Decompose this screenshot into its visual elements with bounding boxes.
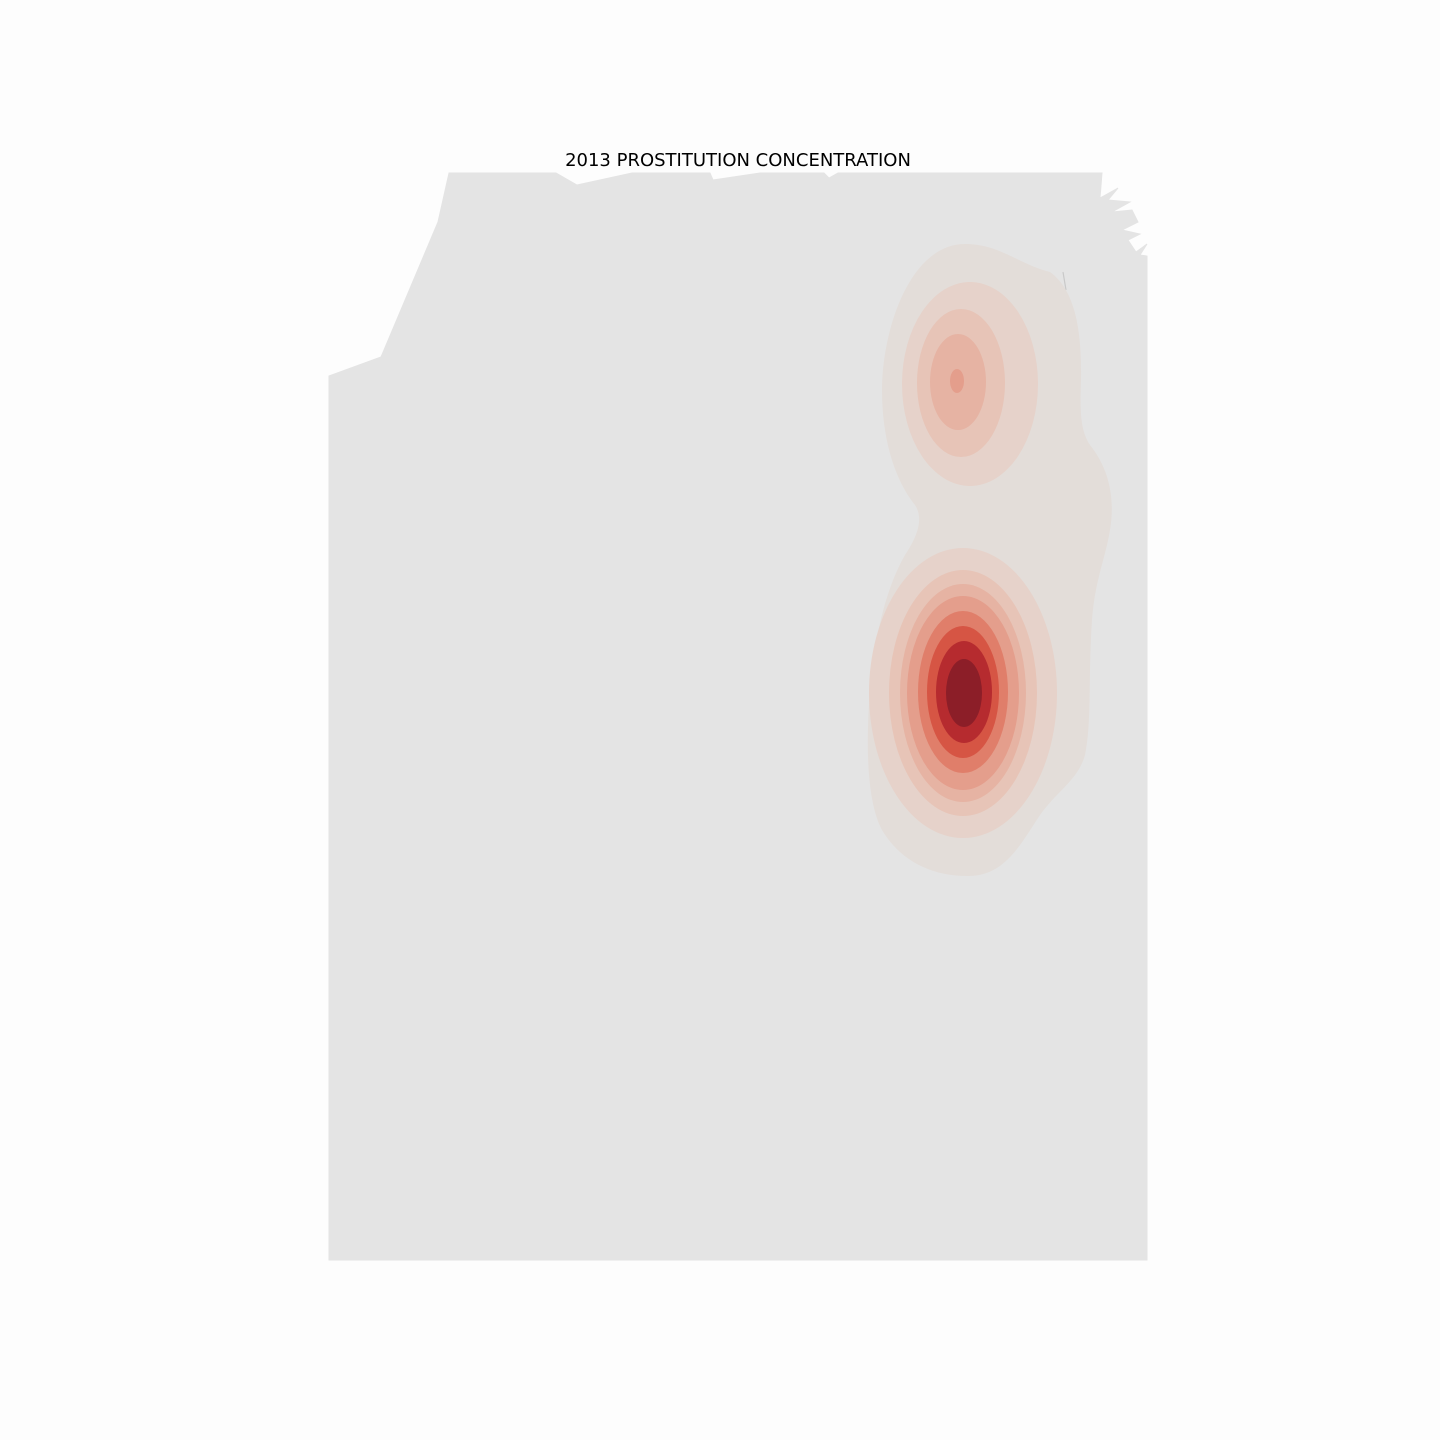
secondary-hotspot-level-4 xyxy=(950,369,964,393)
density-layer xyxy=(867,244,1112,876)
boundary-tick xyxy=(1062,271,1067,291)
primary-hotspot-level-8 xyxy=(946,659,982,727)
map-title: 2013 PROSTITUTION CONCENTRATION xyxy=(565,150,911,171)
